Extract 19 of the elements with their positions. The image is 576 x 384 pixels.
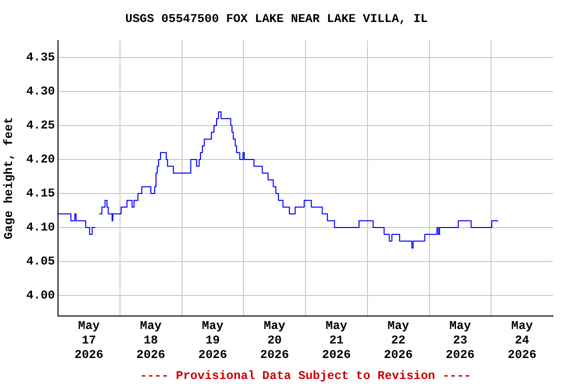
x-tick-label: May 17 2026 (74, 319, 104, 362)
x-tick-label: May 21 2026 (322, 319, 351, 362)
y-tick-label: 4.20 (26, 152, 55, 166)
chart-title: USGS 05547500 FOX LAKE NEAR LAKE VILLA, IL (125, 12, 428, 26)
y-tick-label: 4.25 (26, 118, 55, 132)
y-axis-title: Gage height, feet (2, 116, 16, 240)
x-tick-label: May 23 2026 (446, 319, 475, 362)
y-tick-label: 4.30 (26, 84, 55, 98)
y-tick-label: 4.10 (26, 220, 55, 235)
x-tick-label: May 20 2026 (260, 319, 289, 362)
x-tick-label: May 24 2026 (508, 319, 536, 362)
y-tick-label: 4.35 (26, 50, 55, 64)
y-tick-label: 4.05 (26, 254, 55, 269)
x-tick-label: May 19 2026 (198, 319, 228, 362)
y-tick-label: 4.00 (26, 288, 55, 303)
y-tick-label: 4.15 (26, 186, 55, 201)
x-tick-label: May 18 2026 (136, 319, 166, 362)
text: ---- Provisional Data Subject to Revision ---- (140, 369, 472, 384)
x-tick-label: May 22 2026 (384, 319, 413, 362)
